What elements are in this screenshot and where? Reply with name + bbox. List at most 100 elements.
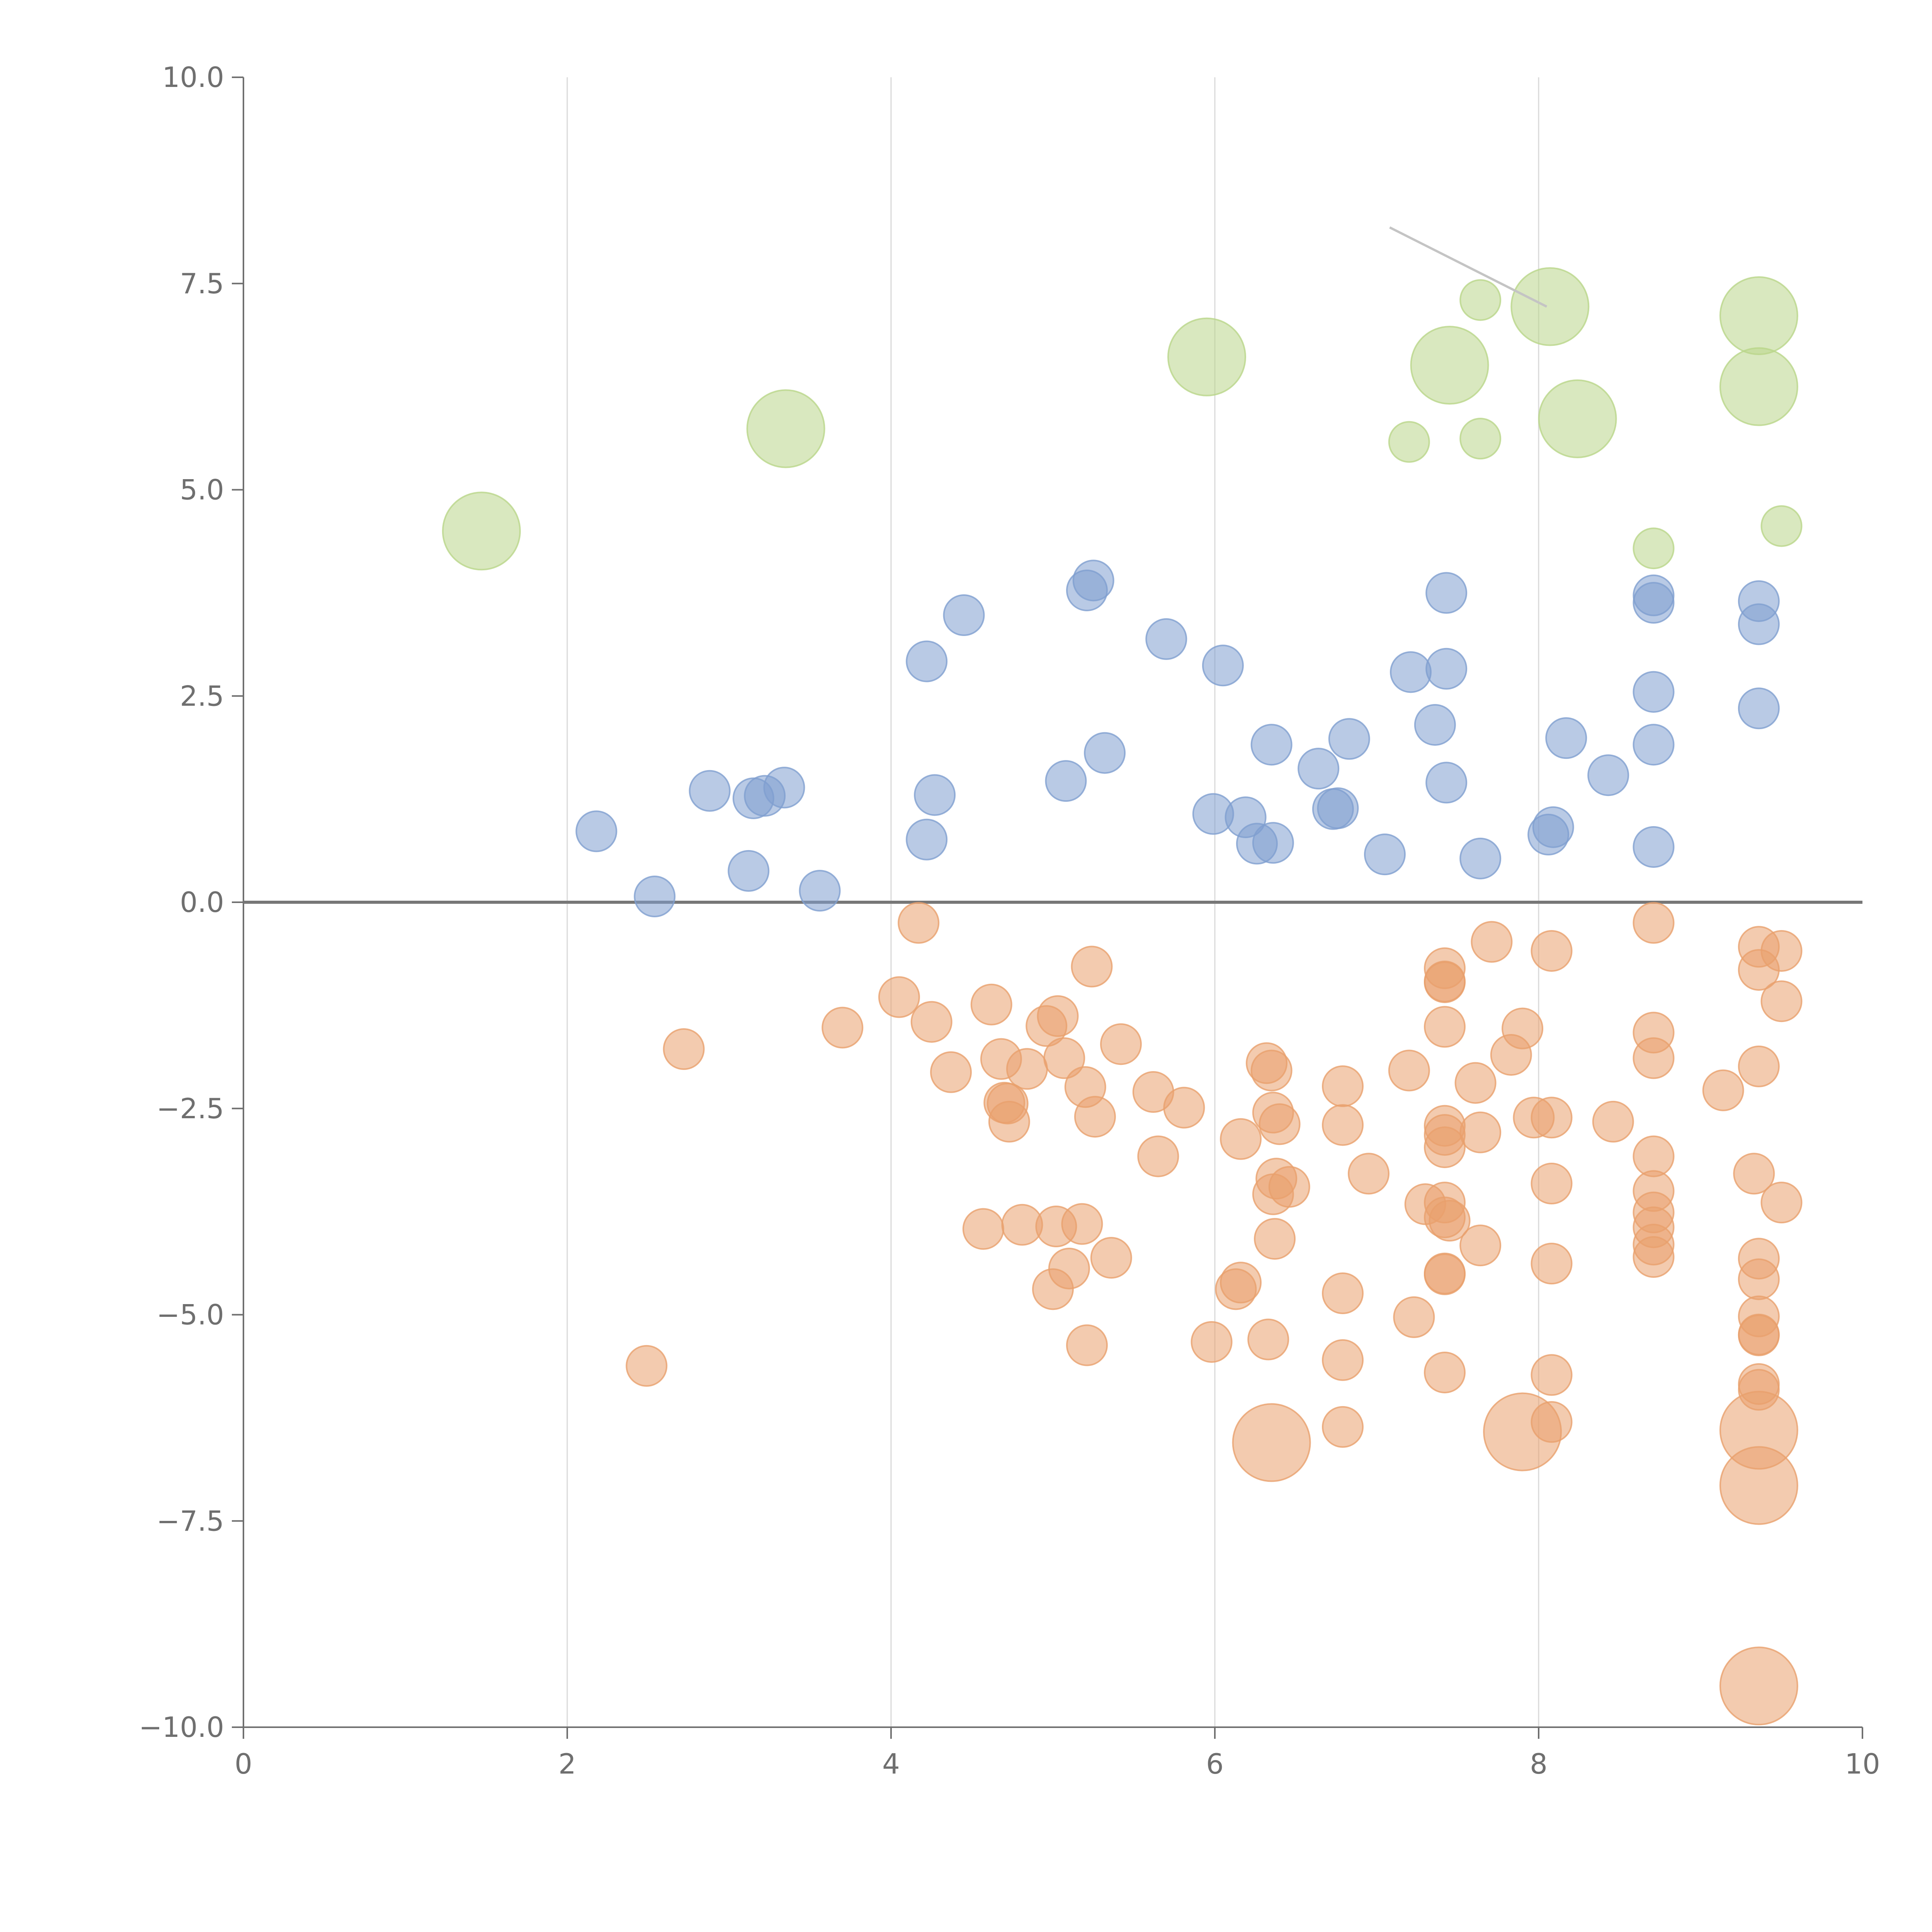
data-point bbox=[1429, 1200, 1471, 1242]
data-point bbox=[1510, 267, 1590, 346]
data-point bbox=[626, 1345, 668, 1387]
data-point bbox=[1100, 1023, 1142, 1065]
data-point bbox=[1322, 1272, 1364, 1314]
x-tick-label: 0 bbox=[235, 1748, 252, 1780]
data-point bbox=[799, 870, 841, 912]
data-point bbox=[1454, 1062, 1497, 1104]
data-point bbox=[1250, 724, 1293, 766]
data-point bbox=[1633, 902, 1675, 944]
data-point bbox=[821, 1007, 864, 1049]
data-point bbox=[1423, 1253, 1466, 1295]
data-point bbox=[728, 850, 770, 892]
data-point bbox=[1738, 1045, 1780, 1087]
data-point bbox=[634, 876, 676, 918]
data-point bbox=[1317, 787, 1359, 829]
data-point bbox=[1423, 1114, 1466, 1156]
data-point bbox=[1071, 946, 1113, 988]
data-point bbox=[1633, 1236, 1675, 1278]
data-point bbox=[1145, 618, 1187, 660]
data-point bbox=[1423, 961, 1466, 1003]
data-point bbox=[1322, 1339, 1364, 1381]
data-point bbox=[1220, 1262, 1262, 1304]
data-point bbox=[878, 976, 920, 1018]
data-point bbox=[1074, 1096, 1116, 1138]
y-tick-label: 7.5 bbox=[180, 267, 224, 300]
data-point bbox=[1247, 1318, 1289, 1361]
data-point bbox=[1084, 732, 1126, 774]
data-point bbox=[575, 810, 617, 852]
data-point bbox=[1254, 1218, 1296, 1260]
y-tick-label: 0.0 bbox=[180, 886, 224, 918]
data-point bbox=[930, 1051, 972, 1093]
data-point bbox=[1425, 762, 1468, 804]
data-point bbox=[1268, 1166, 1310, 1208]
data-point bbox=[970, 983, 1012, 1026]
y-tick-label: 10.0 bbox=[162, 61, 224, 94]
data-point bbox=[1459, 418, 1502, 460]
data-point bbox=[1702, 1069, 1744, 1111]
data-point bbox=[1633, 582, 1675, 624]
data-point bbox=[763, 767, 805, 809]
data-point bbox=[1322, 1406, 1364, 1448]
data-point bbox=[1459, 837, 1502, 879]
x-tick-label: 4 bbox=[882, 1748, 900, 1780]
data-point bbox=[1425, 572, 1468, 614]
data-point bbox=[1393, 1296, 1435, 1338]
data-point bbox=[1250, 1049, 1293, 1092]
data-point bbox=[1633, 527, 1675, 570]
data-point bbox=[1425, 648, 1468, 690]
data-point bbox=[1587, 754, 1629, 796]
data-point bbox=[1072, 560, 1114, 602]
data-point bbox=[1760, 505, 1803, 547]
data-point bbox=[1633, 1037, 1675, 1079]
data-point bbox=[1459, 279, 1502, 321]
data-point bbox=[1167, 317, 1247, 396]
data-point bbox=[1252, 822, 1294, 864]
y-tick-label: 5.0 bbox=[180, 474, 224, 506]
data-point bbox=[1045, 760, 1087, 802]
data-point bbox=[1633, 826, 1675, 868]
x-tick-label: 8 bbox=[1530, 1748, 1548, 1780]
data-point bbox=[1348, 1153, 1390, 1195]
data-point bbox=[898, 902, 940, 944]
data-point bbox=[1043, 1037, 1085, 1079]
data-point bbox=[1531, 1097, 1573, 1139]
data-points bbox=[442, 267, 1803, 1726]
data-point bbox=[663, 1028, 705, 1070]
data-point bbox=[1538, 379, 1617, 458]
data-point bbox=[689, 770, 731, 812]
data-point bbox=[746, 389, 825, 468]
y-tick-label: −5.0 bbox=[156, 1299, 224, 1331]
y-tick-label: −7.5 bbox=[156, 1505, 224, 1537]
x-tick-label: 10 bbox=[1845, 1748, 1880, 1780]
axes: −10.0 −7.5 −5.0 −2.5 0.0 2.5 5.0 7.5 10.0 0 2 4 6 8 10 bbox=[139, 61, 1880, 1780]
data-point bbox=[1502, 1007, 1544, 1049]
data-point bbox=[1738, 603, 1780, 645]
data-point bbox=[1633, 724, 1675, 766]
data-point bbox=[1545, 717, 1587, 759]
data-point bbox=[962, 1208, 1004, 1250]
data-point bbox=[1719, 1446, 1798, 1525]
data-point bbox=[1048, 1247, 1090, 1289]
data-point bbox=[1037, 995, 1079, 1037]
data-point bbox=[1388, 421, 1430, 463]
data-point bbox=[943, 594, 985, 636]
data-point bbox=[910, 1001, 952, 1043]
leader-line bbox=[1389, 226, 1548, 308]
y-tick-label: −10.0 bbox=[139, 1711, 224, 1743]
data-point bbox=[1410, 326, 1489, 405]
data-point bbox=[1531, 930, 1573, 972]
annotation-leaders bbox=[1389, 226, 1548, 308]
data-point bbox=[1531, 1354, 1573, 1396]
data-point bbox=[1738, 1258, 1780, 1300]
y-tick-label: 2.5 bbox=[180, 680, 224, 712]
data-point bbox=[1389, 651, 1432, 693]
data-point bbox=[1719, 276, 1798, 355]
data-point bbox=[1163, 1087, 1205, 1129]
data-point bbox=[1202, 645, 1244, 687]
data-point bbox=[1066, 1324, 1108, 1366]
data-point bbox=[988, 1100, 1030, 1143]
data-point bbox=[1719, 1646, 1798, 1726]
